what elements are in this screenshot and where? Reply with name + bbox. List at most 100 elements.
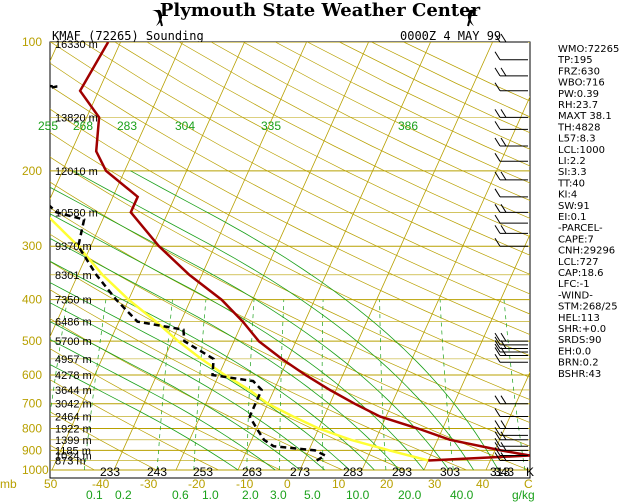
wind-barb-flag [494,343,501,353]
theta-mid-label: 268 [73,119,93,133]
index-item: SI:3.3 [558,167,587,178]
height-label: 4278 m [55,370,92,382]
wind-barb-flag [500,33,507,43]
temperature-trace [78,42,530,462]
theta-bottom-label: 313 [490,465,510,479]
index-item: CAP:18.6 [558,268,604,279]
theta-mid-label: 255 [38,119,58,133]
temperature-tick-label: 0 [284,477,291,491]
height-label: 873 m [55,455,86,467]
pressure-tick-label: 600 [22,368,42,382]
index-item: TT:40 [557,178,585,189]
height-label: 1024 m [55,451,92,463]
height-label: 2464 m [55,412,92,424]
pressure-tick-label: 1000 [22,463,49,477]
wind-barb-flag [494,442,501,451]
index-item: HEL:113 [558,313,600,324]
index-item: SHR:+0.0 [558,324,606,335]
logo-left-flag-icon [152,9,163,27]
temperature-tick-label: -40 [92,477,110,491]
index-item: CNH:29296 [558,246,615,257]
theta-bottom-label: 283 [343,465,363,479]
wind-barb-flag [494,82,501,92]
theta-mid-label: 283 [117,119,137,133]
isotherm-line [299,42,493,471]
temperature-tick-label: 40 [476,477,490,491]
dry-adiabat-line [50,411,157,471]
wind-barb-flag [494,353,501,363]
mixing-ratio-label: 10.0 [346,488,370,502]
dry-adiabat-line [50,318,343,471]
index-item: RH:23.7 [558,100,598,111]
height-label: 7350 m [55,295,92,307]
index-item: EH:0.0 [558,346,591,357]
wind-barb-flag [494,395,501,404]
index-item: LCL:727 [558,257,599,268]
dry-adiabat-line [146,42,530,237]
theta-bottom-label: 293 [392,465,412,479]
pressure-unit-label: mb [0,477,17,491]
wind-barb-flag [494,153,501,162]
mixing-ratio-line [193,299,207,471]
height-label: 1399 m [55,435,92,447]
pressure-tick-label: 300 [22,239,42,253]
mixing-ratio-line [279,299,285,471]
mixing-ratio-line [246,299,255,471]
wind-barb-flag [500,332,507,342]
index-item: KI:4 [558,190,577,201]
temperature-tick-label: 50 [44,477,58,491]
index-item: CAPE:7 [558,234,594,245]
temperature-tick-label: 30 [428,477,442,491]
mixing-ratio-label: 0.2 [115,488,132,502]
dry-adiabat-line [50,289,405,471]
height-label: 12010 m [55,166,98,178]
plot-frame [49,41,531,479]
dry-adiabat-line [82,42,530,275]
pressure-tick-label: 700 [22,397,42,411]
title-bar: Plymouth State Weather Center [152,0,481,27]
wind-barb-flag [494,137,501,147]
dry-adiabat-line [114,42,530,256]
index-item: TH:4828 [557,122,600,133]
wind-barb-flag [494,67,501,77]
wind-barb-flag [494,437,501,447]
index-item: PW:0.39 [558,89,599,100]
index-item: EI:0.1 [558,212,587,223]
height-label: 13820 m [55,112,98,124]
height-label: 4957 m [55,354,92,366]
wind-barb-flag [500,137,507,147]
isotherm-line [423,233,530,471]
moist-adiabat-line [50,364,239,471]
isotherm-line [50,42,121,200]
theta-bottom-label: 233 [100,465,120,479]
moist-adiabat-line [50,282,350,471]
wind-barb-flag [500,225,507,234]
grid-lines [50,42,530,471]
wind-barb-flag [500,171,507,181]
wind-barb-flag [494,204,501,213]
pressure-tick-label: 500 [22,334,42,348]
temperature-tick-label: -10 [236,477,254,491]
isotherm-line [175,42,369,471]
dry-adiabat-line [50,62,530,315]
temperature-tick-label: 10 [332,477,346,491]
height-label: 16330 m [55,39,98,51]
index-item: BRN:0.2 [558,358,599,369]
moist-adiabat-line [130,170,499,471]
dry-adiabat-line [50,156,530,401]
theta-bottom-label: 253 [193,465,213,479]
theta-bottom-label: 303 [440,465,460,479]
index-item: WBO:716 [558,78,605,89]
dry-adiabat-line [50,379,219,471]
wind-barb-flag [500,204,507,213]
isotherm-line [113,42,307,471]
moist-adiabat-line [50,237,400,471]
index-item: TP:195 [557,55,593,66]
profiles [50,42,530,462]
wind-barb-flag [500,340,507,349]
wind-barb-flag [494,188,501,198]
index-item: -WIND- [558,290,593,301]
moist-adiabat-line [50,339,276,471]
height-labels: 16330 m 13820 m 12010 m 10580 m 9370 m 8301 m… [55,39,98,467]
wind-barb-flag [500,347,507,356]
